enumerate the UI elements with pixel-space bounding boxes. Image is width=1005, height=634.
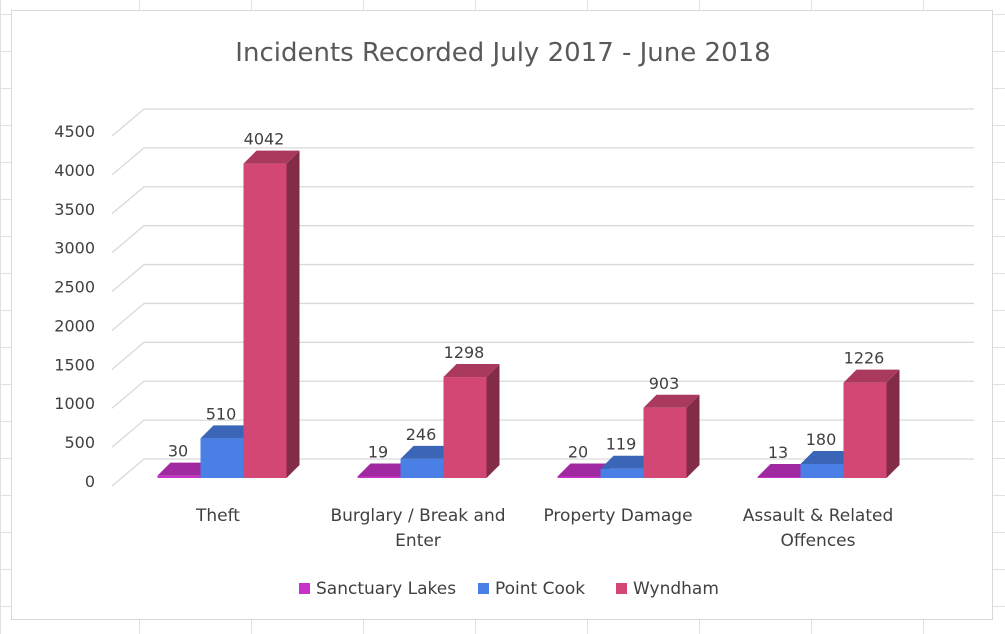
data-label: 246 — [406, 425, 437, 444]
category-labels: Theft Burglary / Break and Enter Property D… — [195, 506, 893, 551]
data-labels: 30 510 4042 19 246 1298 20 119 903 13 180 1226 — [168, 130, 885, 462]
category-label: Assault & Related Offences — [743, 506, 894, 551]
gridline — [111, 341, 974, 370]
y-tick-label: 1500 — [54, 355, 95, 374]
chart-area[interactable]: Incidents Recorded July 2017 - June 2018… — [11, 10, 993, 620]
data-label: 180 — [806, 430, 837, 449]
bar — [243, 150, 300, 478]
category-label: Property Damage — [543, 506, 692, 526]
legend-swatch — [299, 583, 310, 594]
y-tick-label: 500 — [64, 433, 95, 452]
category-label: Burglary / Break and Enter — [330, 506, 505, 551]
gridline — [111, 263, 974, 293]
y-tick-label: 4500 — [54, 122, 95, 141]
data-label: 4042 — [244, 130, 285, 149]
data-label: 903 — [649, 374, 680, 393]
y-tick-label: 1000 — [54, 394, 95, 413]
data-label: 510 — [206, 404, 237, 423]
gridline — [111, 147, 974, 176]
data-label: 19 — [368, 443, 388, 462]
y-tick-label: 0 — [85, 472, 95, 491]
y-tick-label: 2000 — [54, 316, 95, 335]
legend-item: Point Cook — [478, 579, 585, 599]
data-label: 119 — [606, 435, 637, 454]
chart-title: Incidents Recorded July 2017 - June 2018 — [235, 38, 770, 68]
y-tick-label: 4000 — [54, 161, 95, 180]
data-label: 1298 — [444, 343, 485, 362]
y-tick-label: 2500 — [54, 278, 95, 297]
legend-label: Wyndham — [633, 579, 719, 599]
legend-item: Sanctuary Lakes — [299, 579, 456, 599]
data-label: 13 — [768, 443, 788, 462]
legend-item: Wyndham — [616, 579, 719, 599]
y-tick-label: 3000 — [54, 239, 95, 258]
legend-label: Sanctuary Lakes — [316, 579, 456, 599]
y-axis-tick-labels: 0 500 1000 1500 2000 2500 3000 3500 4000 4500 — [54, 122, 95, 491]
legend: Sanctuary Lakes Point Cook Wyndham — [299, 579, 719, 599]
gridline — [111, 108, 974, 137]
y-tick-label: 3500 — [54, 200, 95, 219]
legend-label: Point Cook — [495, 579, 585, 599]
data-label: 20 — [568, 442, 588, 461]
gridline — [111, 186, 974, 215]
data-label: 30 — [168, 442, 188, 461]
category-label: Theft — [195, 506, 240, 526]
data-label: 1226 — [844, 349, 885, 368]
gridline — [111, 380, 974, 409]
gridline — [111, 302, 974, 331]
gridline — [111, 225, 974, 254]
bar-chart: Incidents Recorded July 2017 - June 2018… — [54, 38, 974, 599]
bar — [843, 369, 900, 478]
gridlines — [111, 108, 974, 487]
bar — [643, 394, 700, 478]
legend-swatch — [478, 583, 489, 594]
bar — [443, 364, 500, 478]
bars — [157, 150, 900, 478]
legend-swatch — [616, 583, 627, 594]
